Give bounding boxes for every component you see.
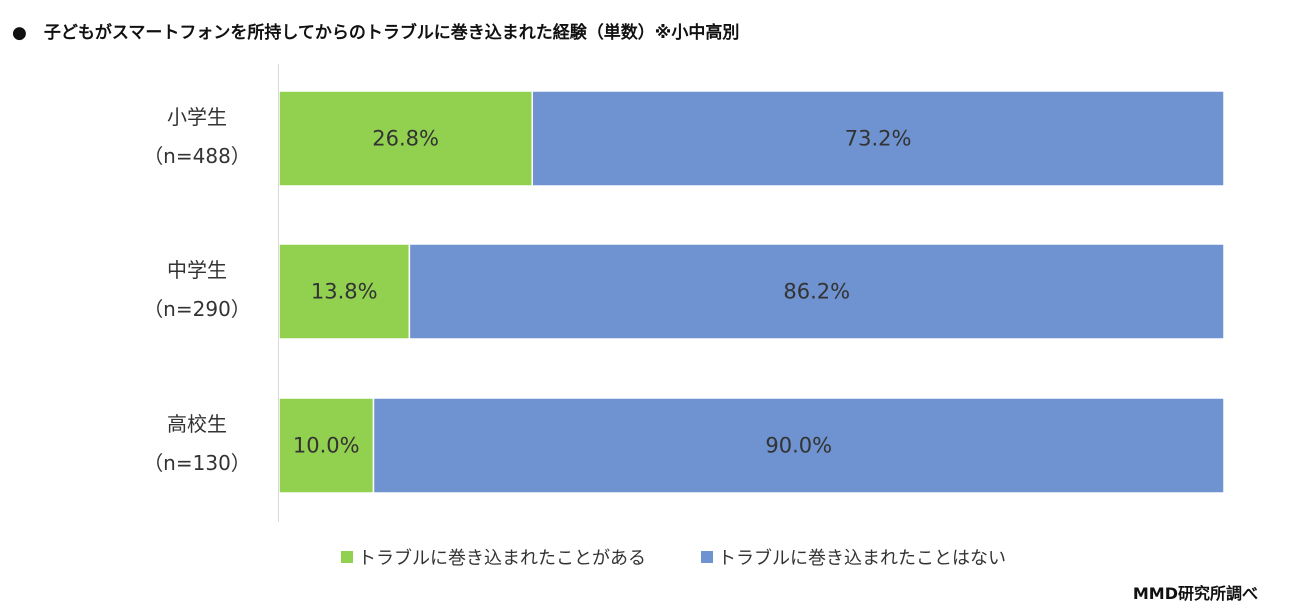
category-label-1: 小学生 (167, 105, 227, 129)
category-labels: 小学生 （n=488） 中学生 （n=290） 高校生 （n=130） (143, 105, 251, 475)
bar-value-label-had-trouble-3: 10.0% (293, 434, 360, 458)
bar-value-label-no-trouble-2: 86.2% (783, 280, 850, 304)
bar-segment-no-trouble-1 (531, 90, 1225, 187)
bar-segment-no-trouble-3 (372, 397, 1225, 494)
source-credit: MMD研究所調べ (1132, 584, 1258, 603)
bar-value-label-had-trouble-1: 26.8% (372, 127, 439, 151)
bars-layer: 26.8% 73.2% 13.8% 86.2% 10.0% 90.0% (278, 90, 1225, 494)
category-sample-size-3: （n=130） (143, 451, 251, 475)
bar-value-label-had-trouble-2: 13.8% (311, 280, 378, 304)
legend-label-had-trouble: トラブルに巻き込まれたことがある (358, 547, 646, 569)
legend: トラブルに巻き込まれたことがある トラブルに巻き込まれたことはない (341, 547, 1006, 569)
bar-segment-had-trouble-3 (278, 397, 375, 494)
category-label-2: 中学生 (167, 258, 227, 282)
category-sample-size-2: （n=290） (143, 297, 251, 321)
category-sample-size-1: （n=488） (143, 144, 251, 168)
legend-swatch-had-trouble (341, 551, 353, 563)
bar-value-label-no-trouble-1: 73.2% (845, 127, 912, 151)
bar-segment-no-trouble-2 (408, 243, 1225, 340)
legend-swatch-no-trouble (701, 551, 713, 563)
legend-label-no-trouble: トラブルに巻き込まれたことはない (718, 547, 1006, 569)
chart-title: ● 子どもがスマートフォンを所持してからのトラブルに巻き込まれた経験（単数）※小… (12, 23, 740, 43)
category-label-3: 高校生 (167, 412, 227, 436)
bar-value-label-no-trouble-3: 90.0% (765, 434, 832, 458)
